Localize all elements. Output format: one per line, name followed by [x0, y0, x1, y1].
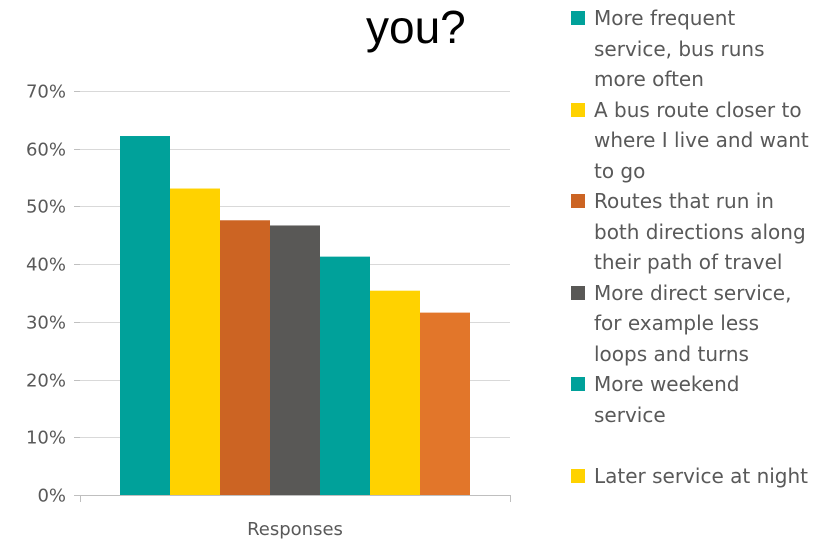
bar-series-3 — [220, 220, 270, 495]
legend-swatch — [571, 194, 585, 208]
y-tick-label: 60% — [26, 140, 66, 161]
legend-label-line: both directions along — [594, 219, 806, 244]
legend-label: A bus route closer to where I live and wa… — [594, 95, 830, 187]
legend-swatch — [571, 377, 585, 391]
y-tick-label: 40% — [26, 255, 66, 276]
legend-swatch — [571, 468, 585, 483]
bar-series-4 — [270, 225, 320, 495]
chart-title-fragment: you? — [366, 1, 466, 53]
legend-label-line: where I live and want — [594, 128, 809, 152]
legend-label: More weekend service — [594, 369, 830, 430]
y-tick-label: 10% — [26, 428, 66, 449]
bar-series-5 — [320, 256, 370, 495]
legend-label-line: A bus route closer to — [594, 97, 802, 122]
y-tick-label: 30% — [26, 313, 66, 334]
legend-label-line: More weekend — [594, 372, 740, 396]
legend-swatch — [571, 11, 585, 25]
legend-swatch — [571, 102, 585, 117]
legend-label-line: Routes that run in — [594, 189, 774, 213]
legend-label: More direct service, for example less loop… — [594, 278, 830, 370]
x-category-label: Responses — [247, 519, 343, 540]
legend-label: More frequent service, bus runs more often — [594, 3, 830, 95]
bar-series-2 — [170, 188, 220, 495]
y-tick-label: 20% — [26, 371, 66, 392]
legend-label-line: More frequent — [594, 6, 736, 30]
bar-series-1 — [120, 136, 170, 495]
legend-label: Routes that run in both directions along t… — [594, 186, 830, 278]
legend-label-line: for example less — [594, 311, 759, 335]
legend-label-line: service, bus runs — [594, 36, 765, 61]
legend-swatch — [571, 285, 585, 300]
legend-label-line: Later service at night — [594, 463, 809, 488]
legend-label-line: loops and turns — [594, 341, 749, 366]
legend-label-line: service — [594, 402, 666, 427]
y-tick-label: 70% — [26, 82, 66, 103]
y-tick-label: 0% — [37, 486, 66, 507]
legend-label: Later service at night — [594, 461, 830, 492]
y-tick-label: 50% — [26, 197, 66, 218]
legend-label-line: More direct service, — [594, 280, 792, 305]
bar-series-7 — [420, 312, 470, 495]
bar-series-6 — [370, 290, 420, 495]
legend-label-line: more often — [594, 67, 704, 91]
legend-label-line: their path of travel — [594, 250, 783, 274]
legend-label-line: to go — [594, 158, 646, 183]
